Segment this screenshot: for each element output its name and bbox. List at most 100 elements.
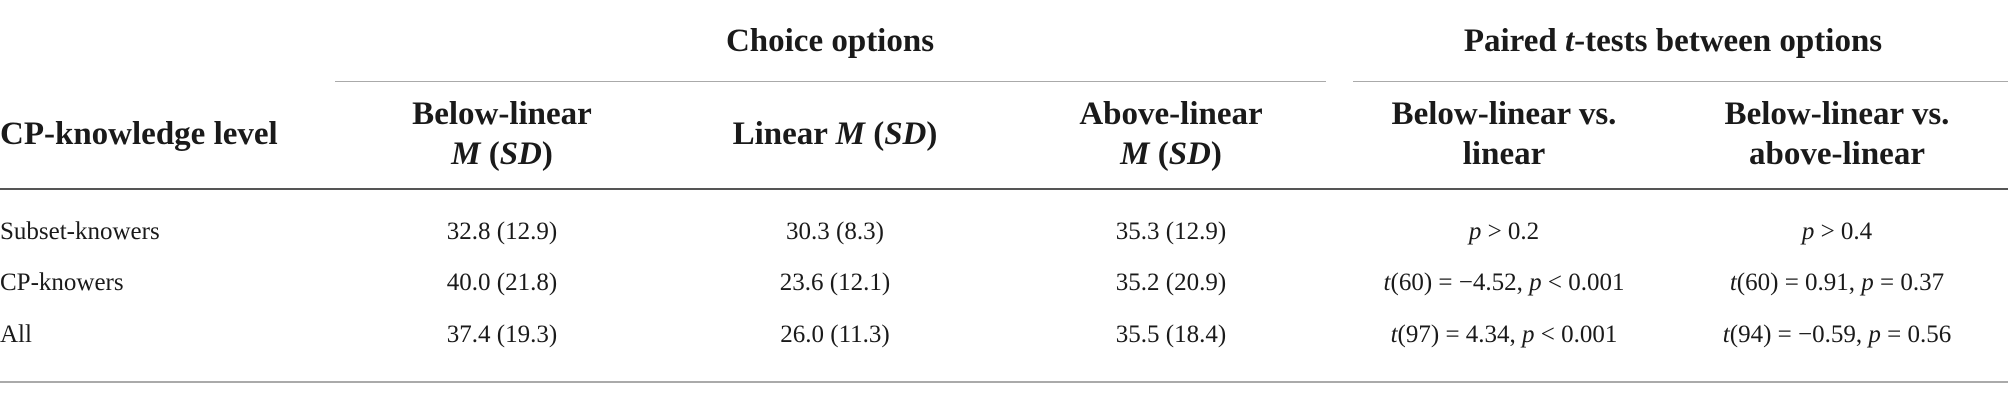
text-run: = 0.56 — [1880, 321, 1952, 348]
text-run: 23.6 (12.1) — [779, 269, 891, 296]
text-line: Subset-knowers — [0, 218, 160, 246]
table-cell: 35.3 (12.9) — [1116, 218, 1226, 246]
row-label: CP-knowers — [0, 269, 124, 297]
text-run: 35.5 (18.4) — [1115, 321, 1227, 348]
text-line: 23.6 (12.1) — [780, 269, 890, 297]
text-line: M (SD) — [412, 134, 592, 174]
text-line: Choice options — [726, 21, 934, 61]
table-cell: 23.6 (12.1) — [780, 269, 890, 297]
text-line: M (SD) — [1079, 134, 1262, 174]
text-run: 35.2 (20.9) — [1115, 269, 1227, 296]
text-line: CP-knowers — [0, 269, 124, 297]
text-line: Paired t-tests between options — [1464, 21, 1882, 61]
row-label: All — [0, 321, 32, 349]
bottom-rule — [0, 381, 2008, 383]
italic-run: SD — [884, 116, 927, 152]
text-run: Choice options — [725, 23, 935, 59]
text-run: Above-linear — [1079, 96, 1263, 132]
text-line: above-linear — [1725, 134, 1950, 174]
table-cell: 40.0 (21.8) — [447, 269, 557, 297]
text-run: Below-linear vs. — [1724, 96, 1950, 132]
italic-run: M — [451, 136, 481, 172]
table-cell: t(60) = −4.52, p < 0.001 — [1384, 269, 1625, 297]
group-rule — [335, 81, 1326, 82]
text-run: 35.3 (12.9) — [1115, 218, 1227, 245]
table-cell: t(97) = 4.34, p < 0.001 — [1391, 321, 1618, 349]
text-run: -tests between options — [1574, 23, 1883, 59]
text-run: (94) = −0.59, — [1729, 321, 1869, 348]
text-run: 37.4 (19.3) — [446, 321, 558, 348]
italic-run: p — [1529, 269, 1542, 296]
text-run: (60) = 0.91, — [1736, 269, 1862, 296]
column-header: CP-knowledge level — [0, 114, 278, 154]
text-run: linear — [1462, 136, 1546, 172]
text-line: 35.3 (12.9) — [1116, 218, 1226, 246]
italic-run: t — [1390, 321, 1398, 348]
table-cell: 35.5 (18.4) — [1116, 321, 1226, 349]
text-line: 32.8 (12.9) — [447, 218, 557, 246]
text-run: 40.0 (21.8) — [446, 269, 558, 296]
italic-run: p — [1861, 269, 1874, 296]
column-header: Above-linear M (SD) — [1079, 94, 1262, 174]
italic-run: M — [835, 116, 865, 152]
text-line: 35.2 (20.9) — [1116, 269, 1226, 297]
text-run: (97) = 4.34, — [1397, 321, 1523, 348]
italic-run: p — [1801, 218, 1815, 245]
text-line: Linear M (SD) — [733, 114, 938, 154]
text-run: ( — [1149, 136, 1169, 172]
text-run: CP-knowledge level — [0, 116, 278, 152]
text-run: = 0.37 — [1873, 269, 1945, 296]
text-run: Paired — [1463, 23, 1565, 59]
italic-run: SD — [499, 136, 542, 172]
italic-run: t — [1564, 23, 1575, 59]
text-line: 37.4 (19.3) — [447, 321, 557, 349]
text-run: > 0.2 — [1481, 218, 1540, 245]
italic-run: SD — [1168, 136, 1211, 172]
italic-run: p — [1868, 321, 1881, 348]
column-header: Below-linear vs. above-linear — [1725, 94, 1950, 174]
text-line: p > 0.4 — [1802, 218, 1872, 246]
group-rule — [1353, 81, 2008, 82]
text-line: t(60) = 0.91, p = 0.37 — [1730, 269, 1944, 297]
table-cell: 30.3 (8.3) — [786, 218, 884, 246]
italic-run: t — [1722, 321, 1730, 348]
column-header: Linear M (SD) — [733, 114, 938, 154]
text-line: t(94) = −0.59, p = 0.56 — [1723, 321, 1951, 349]
table-cell: t(60) = 0.91, p = 0.37 — [1730, 269, 1944, 297]
text-line: Below-linear vs. — [1725, 94, 1950, 134]
text-run: > 0.4 — [1814, 218, 1873, 245]
text-line: t(97) = 4.34, p < 0.001 — [1391, 321, 1618, 349]
text-run: 30.3 (8.3) — [786, 218, 884, 245]
table-cell: 32.8 (12.9) — [447, 218, 557, 246]
text-run: ( — [480, 136, 500, 172]
text-line: 26.0 (11.3) — [780, 321, 889, 349]
text-run: Below-linear vs. — [1391, 96, 1617, 132]
italic-run: t — [1383, 269, 1391, 296]
text-run: ) — [1210, 136, 1222, 172]
text-line: All — [0, 321, 32, 349]
text-line: Below-linear — [412, 94, 592, 134]
table-cell: t(94) = −0.59, p = 0.56 — [1723, 321, 1951, 349]
group-header: Paired t-tests between options — [1464, 21, 1882, 61]
italic-run: p — [1468, 218, 1482, 245]
row-label: Subset-knowers — [0, 218, 160, 246]
text-run: All — [0, 321, 32, 348]
table-cell: p > 0.2 — [1469, 218, 1539, 246]
text-line: Above-linear — [1079, 94, 1262, 134]
italic-run: p — [1522, 321, 1535, 348]
header-rule — [0, 188, 2008, 190]
italic-run: t — [1729, 269, 1737, 296]
column-header: Below-linear M (SD) — [412, 94, 592, 174]
text-run: < 0.001 — [1541, 269, 1625, 296]
column-header: Below-linear vs. linear — [1392, 94, 1617, 174]
text-run: < 0.001 — [1534, 321, 1618, 348]
text-run: (60) = −4.52, — [1390, 269, 1530, 296]
table-cell: p > 0.4 — [1802, 218, 1872, 246]
text-line: Below-linear vs. — [1392, 94, 1617, 134]
group-header: Choice options — [726, 21, 934, 61]
text-run: 26.0 (11.3) — [780, 321, 890, 348]
text-run: ) — [926, 116, 938, 152]
text-run: ) — [541, 136, 553, 172]
text-line: t(60) = −4.52, p < 0.001 — [1384, 269, 1625, 297]
table-cell: 35.2 (20.9) — [1116, 269, 1226, 297]
